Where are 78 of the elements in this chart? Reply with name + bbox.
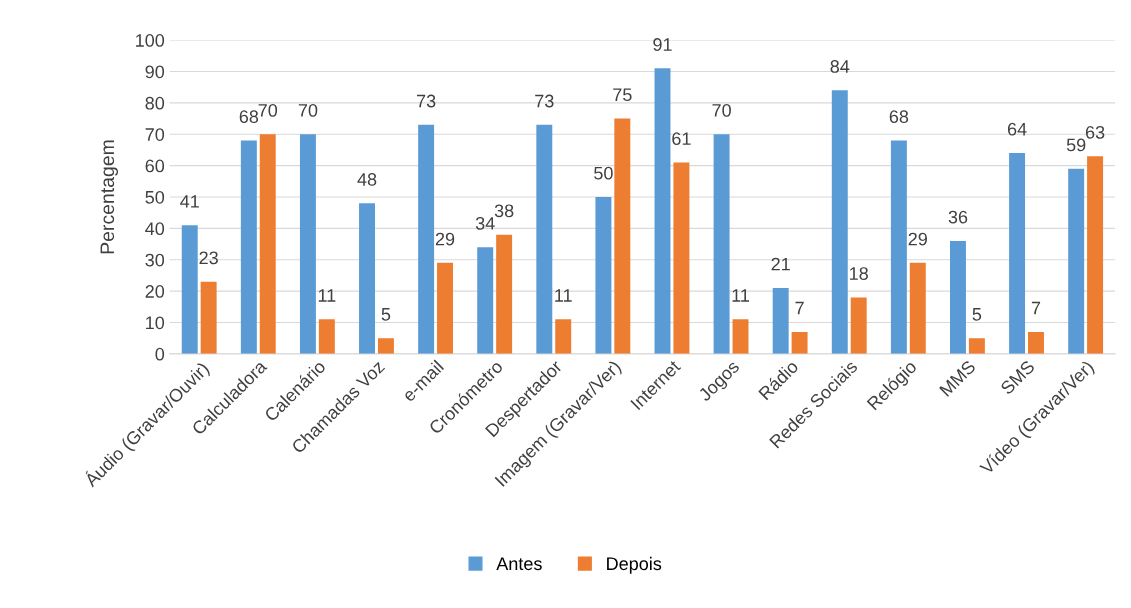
data-label: 5 bbox=[381, 308, 391, 321]
bar bbox=[240, 140, 257, 354]
bar bbox=[181, 225, 198, 354]
data-label: 61 bbox=[672, 132, 691, 146]
bar bbox=[359, 203, 375, 354]
bar bbox=[377, 338, 394, 354]
data-label: 18 bbox=[850, 267, 868, 280]
y-tick-label: 80 bbox=[145, 96, 165, 110]
y-tick-label: 30 bbox=[145, 253, 165, 267]
bar bbox=[418, 124, 435, 354]
data-label: 5 bbox=[972, 308, 982, 321]
bar bbox=[850, 297, 867, 354]
data-label: 7 bbox=[795, 301, 804, 315]
bar bbox=[496, 234, 513, 354]
bar bbox=[1087, 156, 1104, 354]
data-label: 36 bbox=[948, 210, 968, 224]
data-label: 21 bbox=[771, 257, 790, 271]
data-label: 59 bbox=[1066, 138, 1086, 152]
y-tick-label: 0 bbox=[155, 347, 165, 361]
bar bbox=[713, 134, 730, 354]
bar bbox=[614, 118, 631, 354]
bar bbox=[555, 319, 572, 354]
data-label: 23 bbox=[199, 251, 218, 265]
bar bbox=[909, 262, 926, 354]
data-label: 38 bbox=[494, 204, 514, 218]
y-tick-label: 10 bbox=[146, 316, 165, 330]
y-axis-title: Percentagem bbox=[100, 140, 118, 254]
legend-label: Depois bbox=[607, 556, 662, 574]
data-label: 68 bbox=[889, 110, 909, 124]
bar bbox=[477, 247, 494, 354]
data-label: 75 bbox=[613, 88, 632, 102]
bar bbox=[259, 134, 276, 354]
data-label: 70 bbox=[298, 104, 318, 117]
bar bbox=[299, 134, 316, 354]
data-label: 11 bbox=[318, 289, 336, 302]
bar bbox=[732, 319, 749, 354]
data-label: 29 bbox=[435, 232, 455, 246]
data-label: 41 bbox=[180, 195, 199, 208]
data-label: 68 bbox=[239, 110, 259, 124]
bar bbox=[950, 240, 966, 354]
bar bbox=[200, 281, 217, 354]
bar bbox=[1009, 153, 1026, 354]
data-label: 50 bbox=[594, 166, 613, 180]
bar bbox=[536, 124, 553, 354]
bar bbox=[673, 162, 690, 354]
y-tick-label: 50 bbox=[145, 190, 165, 204]
data-label: 63 bbox=[1085, 125, 1105, 139]
bar bbox=[318, 319, 335, 354]
bar bbox=[831, 90, 848, 354]
legend-label: Antes bbox=[496, 557, 542, 571]
y-tick-label: 20 bbox=[145, 285, 165, 298]
bar bbox=[437, 262, 454, 354]
data-label: 84 bbox=[830, 60, 850, 73]
bar bbox=[791, 331, 808, 354]
data-label: 11 bbox=[555, 289, 572, 302]
data-label: 73 bbox=[535, 94, 554, 108]
data-label: 70 bbox=[712, 104, 731, 117]
data-label: 7 bbox=[1031, 301, 1041, 315]
data-label: 34 bbox=[475, 216, 495, 230]
data-label: 73 bbox=[417, 94, 436, 108]
y-tick-label: 90 bbox=[145, 65, 165, 79]
bar bbox=[654, 68, 671, 354]
bar bbox=[772, 287, 789, 354]
y-tick-label: 70 bbox=[145, 128, 165, 141]
y-tick-label: 100 bbox=[136, 34, 165, 47]
data-label: 91 bbox=[653, 38, 672, 51]
bar bbox=[1028, 331, 1044, 354]
data-label: 48 bbox=[357, 173, 377, 186]
bar bbox=[595, 196, 612, 354]
data-label: 64 bbox=[1007, 122, 1027, 136]
data-label: 70 bbox=[258, 104, 278, 117]
bar bbox=[968, 338, 985, 354]
data-label: 11 bbox=[732, 289, 749, 302]
data-label: 29 bbox=[908, 232, 927, 246]
y-tick-label: 40 bbox=[145, 222, 165, 236]
y-tick-label: 60 bbox=[145, 159, 165, 173]
bar bbox=[890, 140, 907, 354]
bar bbox=[1068, 168, 1085, 354]
